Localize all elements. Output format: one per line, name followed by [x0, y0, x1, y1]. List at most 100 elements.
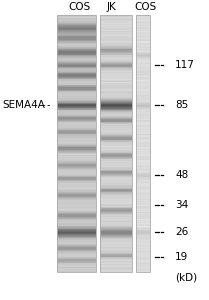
Bar — [100, 230, 132, 231]
Bar — [100, 101, 132, 102]
Bar — [57, 201, 96, 202]
Bar — [57, 220, 96, 222]
Bar — [57, 127, 96, 128]
Bar — [136, 250, 150, 252]
Bar — [57, 25, 96, 27]
Bar — [136, 81, 150, 83]
Bar — [100, 28, 132, 29]
Bar — [57, 56, 96, 57]
Bar — [136, 254, 150, 255]
Text: 85: 85 — [175, 100, 188, 110]
Bar — [136, 236, 150, 237]
Bar — [100, 228, 132, 230]
Bar — [57, 51, 96, 52]
Bar — [136, 257, 150, 259]
Bar — [57, 77, 96, 78]
Bar — [100, 244, 132, 245]
Bar — [57, 31, 96, 33]
Bar — [100, 18, 132, 19]
Bar — [136, 172, 150, 174]
Bar — [57, 126, 96, 127]
Bar — [57, 19, 96, 21]
Bar — [136, 77, 150, 78]
Bar — [136, 247, 150, 248]
Bar — [100, 55, 132, 56]
Bar — [100, 178, 132, 180]
Bar — [57, 31, 96, 32]
Bar — [100, 218, 132, 219]
Bar — [136, 191, 150, 193]
Bar — [57, 195, 96, 196]
Bar — [57, 36, 96, 37]
Bar — [136, 149, 150, 150]
Bar — [136, 142, 150, 144]
Bar — [57, 238, 96, 239]
Bar — [57, 92, 96, 93]
Bar — [100, 155, 132, 157]
Bar — [57, 204, 96, 206]
Bar — [57, 151, 96, 152]
Bar — [100, 243, 132, 244]
Bar — [100, 138, 132, 139]
Bar — [57, 164, 96, 165]
Bar — [136, 83, 150, 84]
Bar — [136, 244, 150, 245]
Bar — [100, 41, 132, 42]
Bar — [100, 31, 132, 33]
Bar — [136, 120, 150, 121]
Bar — [100, 264, 132, 266]
Bar — [100, 85, 132, 87]
Bar — [100, 46, 132, 47]
Bar — [57, 120, 96, 121]
Bar — [136, 21, 150, 22]
Bar — [100, 161, 132, 163]
Bar — [57, 114, 96, 115]
Bar — [136, 29, 150, 30]
Bar — [57, 175, 96, 176]
Bar — [57, 110, 96, 111]
Bar — [57, 269, 96, 271]
Bar — [136, 246, 150, 247]
Bar — [57, 86, 96, 88]
Bar — [100, 142, 132, 144]
Bar — [100, 64, 132, 65]
Bar — [100, 252, 132, 253]
Bar — [57, 15, 96, 16]
Bar — [100, 129, 132, 131]
Bar — [100, 128, 132, 129]
Bar — [57, 254, 96, 255]
Bar — [57, 62, 96, 64]
Bar — [100, 167, 132, 169]
Bar — [57, 47, 96, 48]
Bar — [136, 154, 150, 156]
Bar — [136, 152, 150, 154]
Bar — [100, 225, 132, 226]
Bar — [100, 244, 132, 246]
Bar — [136, 58, 150, 59]
Bar — [136, 30, 150, 31]
Bar — [57, 171, 96, 172]
Bar — [100, 152, 132, 154]
Bar — [100, 122, 132, 124]
Bar — [100, 174, 132, 176]
Bar — [100, 58, 132, 59]
Bar — [57, 199, 96, 200]
Bar — [100, 240, 132, 242]
Bar — [100, 151, 132, 152]
Bar — [100, 124, 132, 125]
Bar — [57, 170, 96, 171]
Bar — [57, 216, 96, 218]
Bar — [136, 93, 150, 94]
Bar — [100, 256, 132, 258]
Bar — [57, 208, 96, 209]
Bar — [57, 78, 96, 79]
Bar — [57, 58, 96, 59]
Bar — [100, 184, 132, 185]
Bar — [136, 165, 150, 167]
Bar — [100, 143, 132, 144]
Bar — [100, 176, 132, 177]
Bar — [100, 90, 132, 91]
Bar — [136, 195, 150, 196]
Bar — [100, 178, 132, 179]
Bar — [100, 235, 132, 236]
